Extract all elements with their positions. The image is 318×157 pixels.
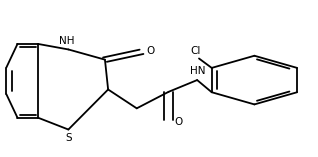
Text: O: O xyxy=(146,46,155,56)
Text: O: O xyxy=(175,117,183,127)
Text: HN: HN xyxy=(190,66,206,76)
Text: S: S xyxy=(65,133,72,143)
Text: Cl: Cl xyxy=(190,46,201,56)
Text: NH: NH xyxy=(59,36,74,46)
